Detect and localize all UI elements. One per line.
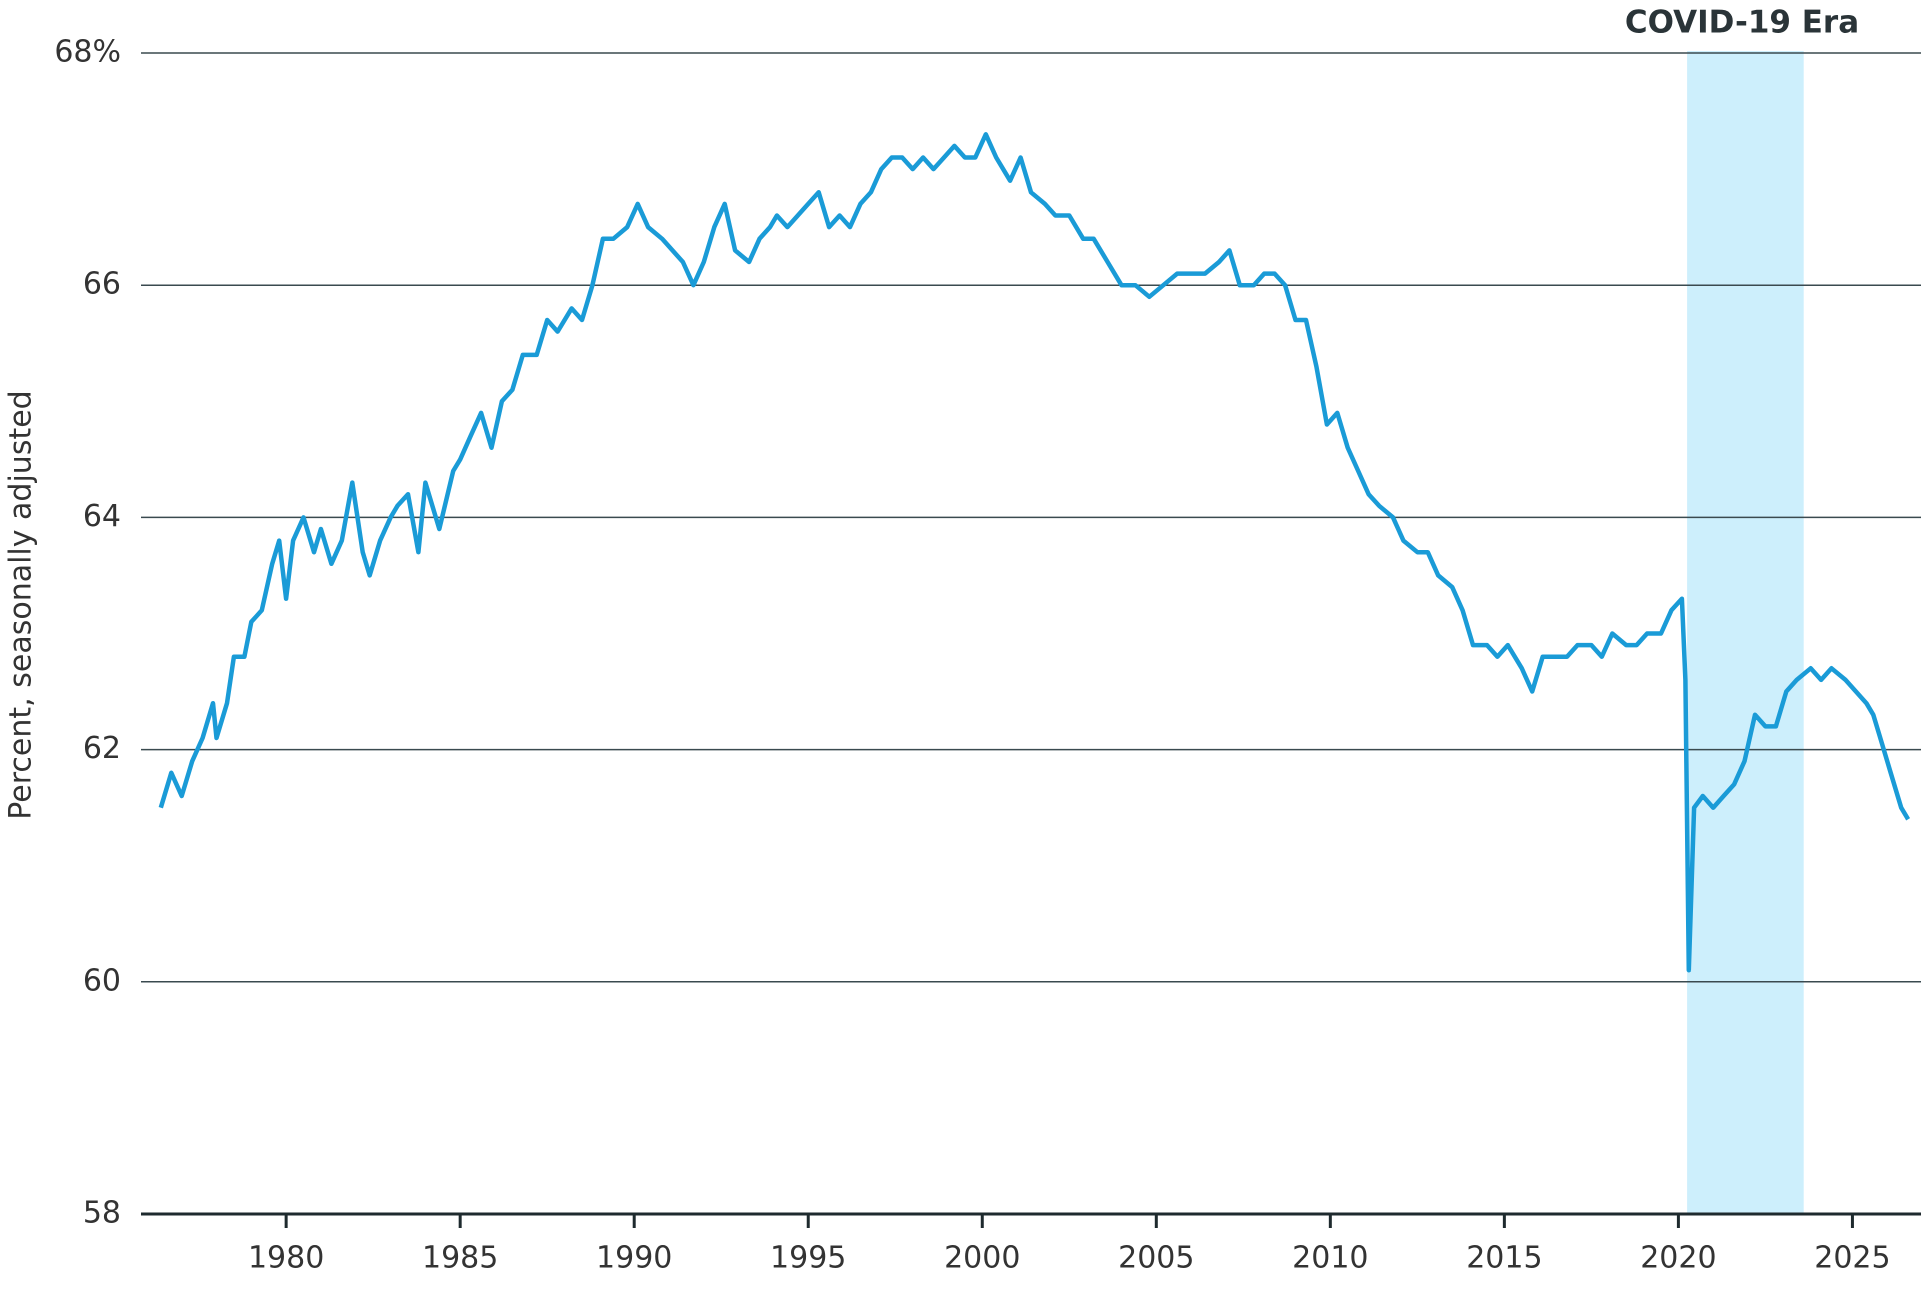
x-tick-label: 2005 — [1118, 1241, 1194, 1276]
y-tick-label: 64 — [83, 499, 121, 534]
y-tick-label: 68% — [54, 35, 121, 70]
x-tick-label: 1995 — [770, 1241, 846, 1276]
annotation-label: COVID-19 Era — [1625, 5, 1859, 41]
x-tick-label: 1990 — [596, 1241, 672, 1276]
x-tick-label: 2025 — [1814, 1241, 1890, 1276]
y-tick-label: 58 — [83, 1196, 121, 1231]
y-tick-label: 62 — [83, 731, 121, 766]
data-line — [158, 132, 1911, 973]
x-tick-label: 2010 — [1292, 1241, 1368, 1276]
shaded-band — [1687, 51, 1804, 1214]
y-tick-label: 60 — [83, 963, 121, 998]
y-tick-label: 66 — [83, 267, 121, 302]
y-axis-label: Percent, seasonally adjusted — [4, 390, 39, 819]
x-tick-label: 2015 — [1466, 1241, 1542, 1276]
x-tick-label: 1985 — [422, 1241, 498, 1276]
x-tick-label: 2020 — [1640, 1241, 1716, 1276]
x-tick-label: 1980 — [248, 1241, 324, 1276]
x-tick-label: 2000 — [944, 1241, 1020, 1276]
